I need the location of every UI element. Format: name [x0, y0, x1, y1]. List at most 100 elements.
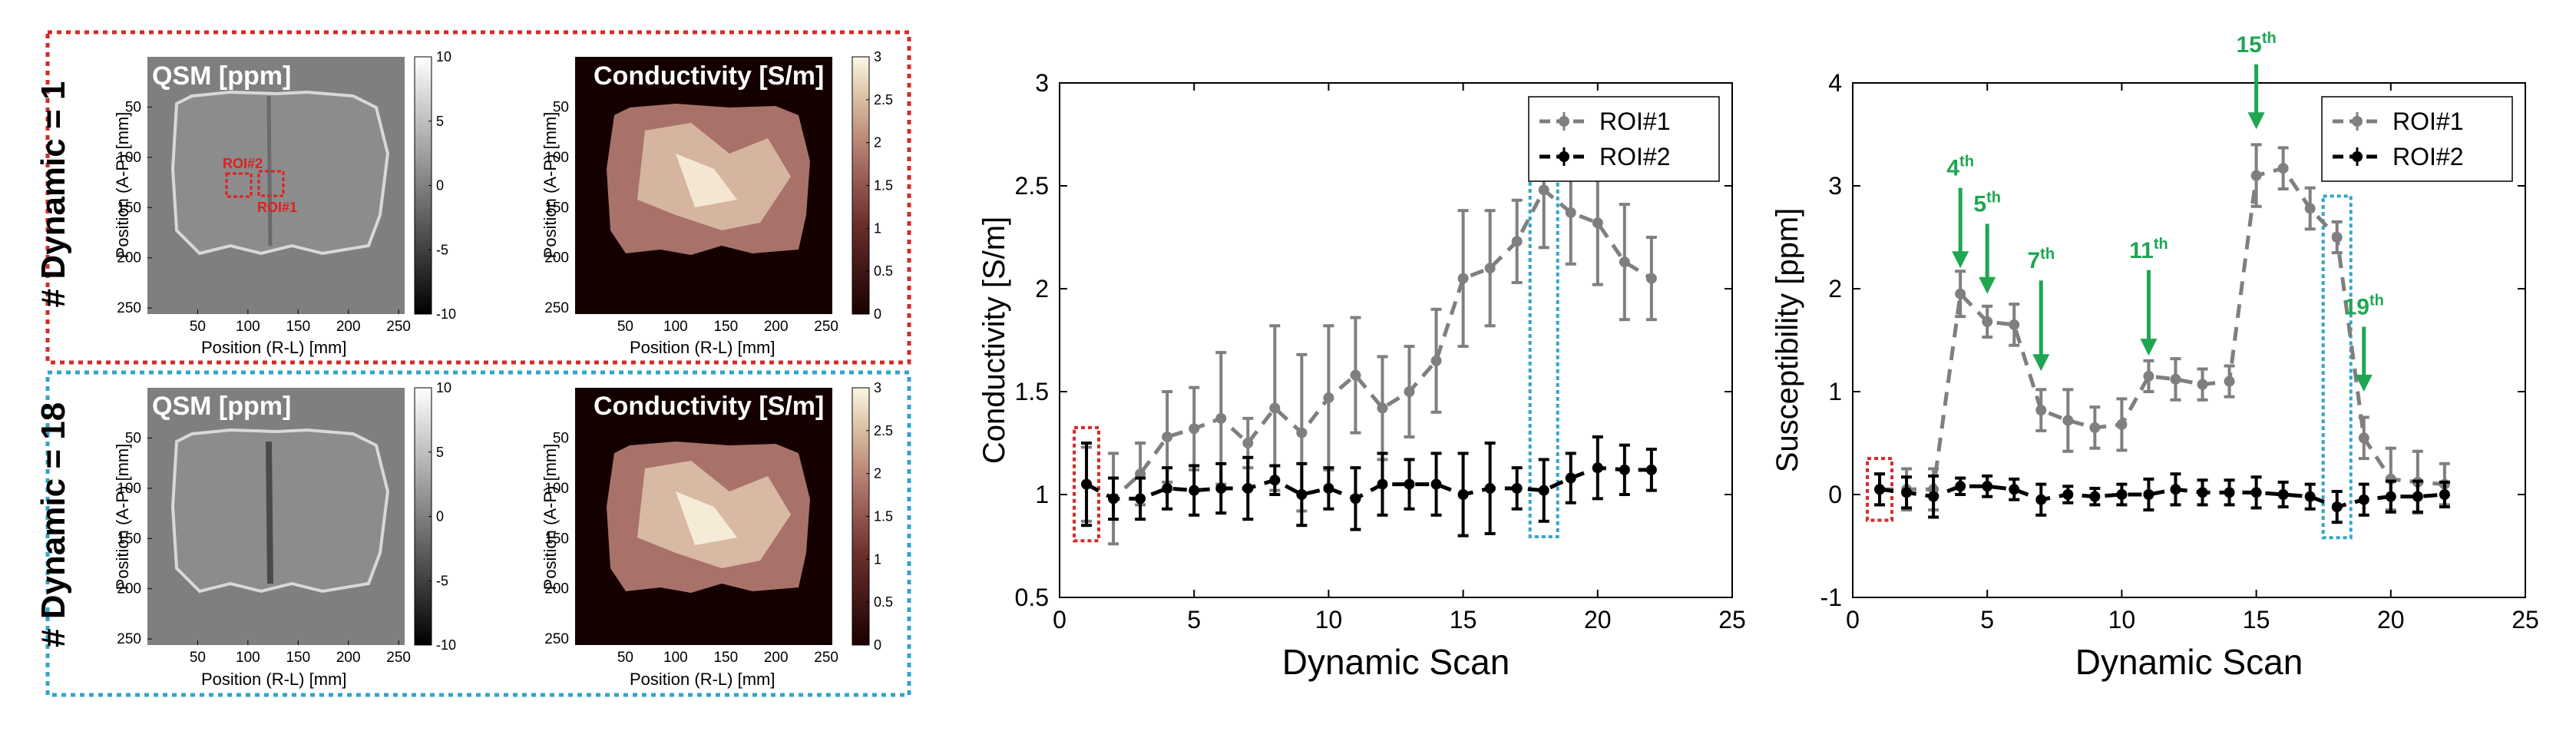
image-ytick-label: 200 [117, 581, 141, 597]
data-point [1081, 478, 1093, 490]
data-point [1619, 464, 1630, 475]
image-ytick-label: 250 [544, 300, 569, 316]
annotation-arrow-head [1952, 251, 1969, 269]
image-xtick-label: 250 [814, 650, 838, 666]
image-xtick-label: 50 [617, 319, 633, 335]
colorbar-tick-label: 0.5 [874, 594, 893, 610]
data-point [1982, 481, 1993, 492]
legend-label: ROI#1 [1599, 108, 1670, 135]
y-tick-label: 3 [1828, 172, 1842, 200]
legend-label: ROI#1 [2392, 108, 2463, 135]
image-ytick-label: 150 [544, 531, 569, 547]
colorbar-tick-label: 2.5 [874, 423, 893, 438]
colorbar-tick-label: 0.5 [874, 263, 893, 279]
image-ytick-label: 150 [117, 531, 141, 547]
data-point [2385, 491, 2396, 502]
colorbar-tick-label: 1.5 [874, 509, 893, 524]
colorbar-tick-label: -10 [436, 637, 456, 653]
conductivity-xlabel-1: Position (R-L) [mm] [630, 338, 775, 357]
conductivity-ylabel-18: Position (A-P) [mm] [541, 443, 560, 591]
data-point [2250, 170, 2262, 181]
data-point [2089, 422, 2101, 433]
data-point [2116, 419, 2128, 430]
data-point [1982, 316, 1993, 327]
data-point [1538, 485, 1549, 496]
data-point [2439, 489, 2450, 500]
image-ytick-label: 100 [117, 481, 141, 497]
image-ytick-label: 250 [117, 631, 141, 647]
data-point [1404, 386, 1415, 397]
y-tick-label: 3 [1035, 69, 1049, 97]
image-ytick-label: 50 [125, 430, 141, 446]
data-point [2062, 415, 2074, 426]
image-xtick-label: 150 [286, 319, 310, 335]
data-point [2197, 379, 2208, 390]
qsm-ylabel-1: Position (A-P) [mm] [113, 111, 132, 259]
colorbar-tick-label: 1 [874, 551, 881, 567]
roi1-label: ROI#1 [257, 200, 298, 215]
image-ytick-label: 100 [544, 150, 569, 166]
data-point [2250, 487, 2262, 498]
data-point [1135, 493, 1146, 505]
colorbar-tick-label: 0 [874, 637, 881, 653]
image-ytick-label: 200 [544, 250, 569, 266]
qsm-title-1: QSM [ppm] [152, 61, 292, 91]
data-point [1484, 482, 1496, 494]
data-point [1323, 392, 1334, 404]
annotation-4th: 4th [1946, 154, 1974, 269]
data-point [2224, 376, 2235, 387]
x-tick-label: 15 [2243, 606, 2270, 634]
x-tick-label: 15 [1450, 606, 1477, 634]
data-point [1108, 493, 1119, 505]
x-tick-label: 20 [1584, 606, 1612, 634]
image-xtick-label: 150 [286, 650, 310, 666]
data-point [1457, 273, 1469, 284]
roi2-label: ROI#2 [223, 156, 263, 171]
plot-area [1852, 82, 2526, 598]
annotation-label: 15th [2236, 30, 2276, 58]
annotation-11th: 11th [2129, 236, 2168, 356]
x-tick-label: 25 [2512, 606, 2539, 634]
data-point [1215, 482, 1227, 494]
data-point [1350, 369, 1361, 381]
image-ytick-label: 50 [553, 430, 569, 446]
legend-label: ROI#2 [1599, 143, 1670, 170]
qsm-xlabel-18: Position (R-L) [mm] [201, 670, 347, 689]
data-point [1404, 478, 1415, 490]
series-roi2 [1874, 472, 2450, 524]
image-ytick-label: 200 [117, 250, 141, 266]
qsm-image-dynamic-1 [147, 57, 405, 314]
data-point [1511, 482, 1523, 494]
y-tick-label: 2 [1035, 275, 1049, 303]
highlight-box-dynamic-18 [2321, 194, 2353, 540]
data-point [1430, 478, 1442, 490]
qsm-xlabel-1: Position (R-L) [mm] [201, 338, 347, 357]
data-point [1484, 263, 1496, 274]
data-point [1565, 472, 1576, 484]
series-line [1085, 465, 1652, 501]
data-point [1955, 481, 1966, 492]
annotation-arrow-head [2355, 375, 2373, 392]
data-point [2009, 319, 2020, 330]
data-point [1565, 207, 1576, 218]
data-point [2009, 484, 2020, 495]
colorbar-tick-label: 1 [874, 220, 881, 236]
colorbar-tick-label: 3 [874, 49, 881, 65]
image-xtick-label: 100 [236, 319, 260, 335]
y-tick-label: 2 [1828, 275, 1842, 303]
data-point [1645, 464, 1657, 475]
dynamic-label-1: # Dynamic = 1 [35, 81, 72, 308]
data-point [1242, 438, 1254, 448]
data-point [1592, 217, 1603, 229]
annotation-arrow-head [2032, 354, 2050, 372]
image-xtick-label: 50 [190, 650, 206, 666]
annotation-arrow-head [2140, 339, 2158, 356]
data-point [1430, 355, 1442, 366]
data-point [1619, 256, 1630, 268]
annotation-label: 11th [2129, 236, 2168, 263]
legend-label: ROI#2 [2392, 143, 2463, 170]
data-point [2062, 489, 2074, 500]
data-point [1162, 482, 1173, 494]
image-xtick-label: 50 [190, 319, 206, 335]
